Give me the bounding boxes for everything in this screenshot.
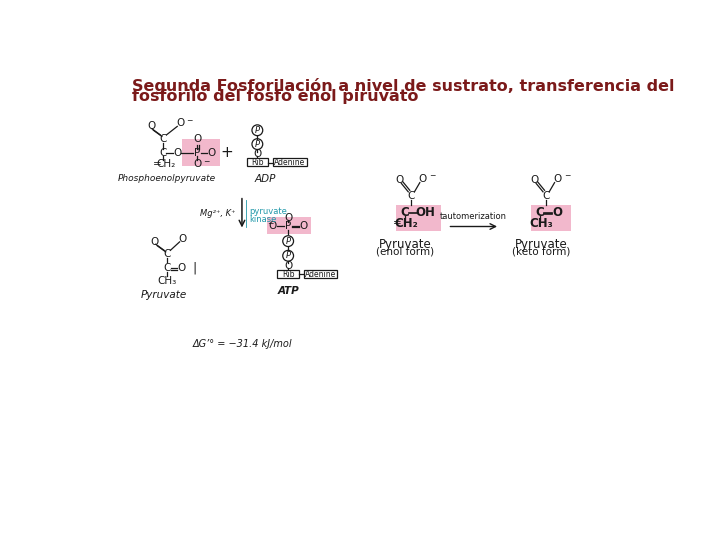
Text: OH: OH (415, 206, 435, 219)
Text: Adenine: Adenine (274, 158, 305, 167)
Text: kinase: kinase (250, 215, 277, 224)
Text: P: P (255, 140, 260, 149)
Text: CH₃: CH₃ (530, 217, 554, 230)
Text: tautomerization: tautomerization (440, 212, 507, 221)
Text: O: O (253, 149, 261, 159)
Text: Pyruvate: Pyruvate (379, 238, 431, 251)
Text: C: C (160, 134, 167, 144)
Text: C: C (536, 206, 544, 219)
Text: CH₂: CH₂ (157, 159, 176, 169)
Text: O: O (177, 263, 185, 273)
Text: CH₂: CH₂ (395, 217, 418, 230)
Text: O: O (284, 261, 292, 271)
Text: Adenine: Adenine (305, 270, 336, 279)
Text: Phosphoenolpyruvate: Phosphoenolpyruvate (117, 174, 215, 183)
Text: O: O (179, 234, 186, 244)
Text: C: C (401, 206, 410, 219)
Text: +: + (220, 145, 233, 160)
Bar (277, 269, 299, 278)
Text: Mg²⁺, K⁺: Mg²⁺, K⁺ (200, 209, 235, 218)
Text: O: O (284, 213, 292, 223)
Text: P: P (194, 147, 200, 158)
Text: |: | (192, 261, 197, 274)
Text: Segunda Fosforilación a nivel de sustrato, transferencia del: Segunda Fosforilación a nivel de sustrat… (132, 78, 675, 94)
Text: pyruvate: pyruvate (250, 207, 287, 215)
Text: fosforilo del fosfo enol piruvato: fosforilo del fosfo enol piruvato (132, 90, 418, 104)
Text: Rib: Rib (251, 158, 264, 167)
Text: (enol form): (enol form) (376, 247, 434, 256)
Text: O: O (176, 118, 184, 129)
Text: −: − (186, 116, 193, 125)
Text: CH₃: CH₃ (158, 276, 177, 286)
Bar (246, 158, 268, 166)
Text: −: − (204, 157, 210, 166)
Text: C: C (542, 191, 550, 201)
Bar (304, 269, 338, 278)
Text: C: C (408, 191, 415, 201)
Bar (182, 139, 220, 166)
Text: C: C (163, 263, 171, 273)
Text: O: O (300, 221, 307, 231)
Text: (keto form): (keto form) (513, 247, 571, 256)
Text: O: O (150, 237, 159, 247)
Text: O: O (419, 174, 427, 184)
Text: P: P (286, 237, 291, 246)
Text: ΔG’° = −31.4 kJ/mol: ΔG’° = −31.4 kJ/mol (192, 339, 292, 348)
Text: O: O (207, 147, 215, 158)
Text: ADP: ADP (254, 174, 276, 184)
Text: C: C (163, 249, 171, 259)
Text: Pyruvate: Pyruvate (515, 238, 568, 251)
Text: Pyruvate: Pyruvate (140, 289, 186, 300)
Text: P: P (285, 221, 292, 231)
Text: O: O (396, 176, 404, 185)
Bar (531, 205, 571, 231)
Text: O: O (554, 174, 562, 184)
Text: P: P (255, 126, 260, 135)
Bar (396, 205, 441, 231)
Text: −: − (429, 171, 436, 180)
Text: O: O (269, 221, 277, 231)
Text: =: = (153, 159, 161, 169)
Text: ATP: ATP (277, 286, 299, 296)
Text: −: − (564, 171, 570, 180)
Text: O: O (552, 206, 562, 219)
Text: O: O (193, 159, 202, 169)
Text: O: O (193, 134, 202, 145)
Text: P: P (286, 251, 291, 260)
Text: =: = (393, 218, 402, 228)
Text: O: O (531, 176, 539, 185)
Text: O: O (147, 122, 156, 131)
Text: C: C (160, 147, 167, 158)
Bar (266, 217, 311, 234)
Bar (273, 158, 307, 166)
Text: O: O (173, 147, 181, 158)
Text: −: − (267, 219, 274, 228)
Text: Rib: Rib (282, 270, 294, 279)
